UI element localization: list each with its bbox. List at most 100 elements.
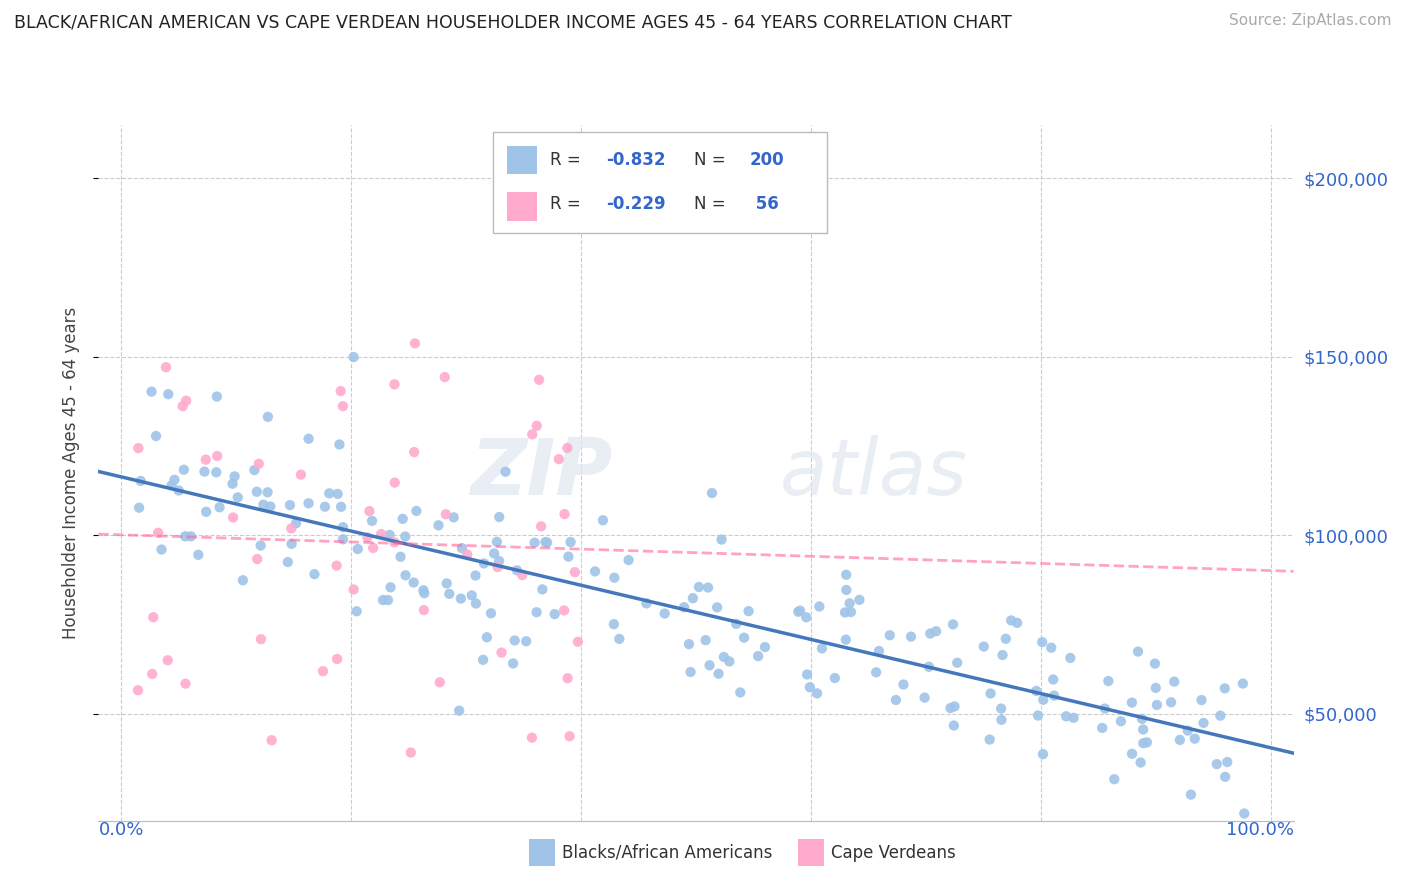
Point <box>205 465 228 479</box>
Point <box>697 581 720 595</box>
Point <box>346 541 368 556</box>
Point <box>918 659 941 673</box>
Point <box>382 535 405 549</box>
Point <box>205 390 228 404</box>
Point <box>1209 708 1232 723</box>
Point <box>536 535 558 549</box>
Point <box>290 467 312 482</box>
Point <box>754 640 776 654</box>
Text: -0.832: -0.832 <box>606 151 666 169</box>
Point <box>510 568 533 582</box>
Point <box>157 387 180 401</box>
Point <box>1213 770 1236 784</box>
Point <box>429 675 451 690</box>
Point <box>150 542 173 557</box>
Point <box>127 683 149 698</box>
Point <box>607 632 630 646</box>
Point <box>246 552 269 566</box>
Point <box>1063 711 1085 725</box>
Point <box>1213 681 1236 696</box>
Point <box>394 529 416 543</box>
Point <box>835 582 858 597</box>
Point <box>1136 735 1159 749</box>
Point <box>277 555 299 569</box>
Point <box>848 592 870 607</box>
Point <box>1146 698 1168 712</box>
Point <box>141 384 163 399</box>
Point <box>252 498 274 512</box>
Point <box>1104 772 1126 787</box>
Point <box>495 465 517 479</box>
Point <box>260 733 283 747</box>
Point <box>404 445 426 459</box>
Point <box>342 350 364 364</box>
Text: -0.229: -0.229 <box>606 195 666 213</box>
Point <box>285 516 308 531</box>
Point <box>914 690 936 705</box>
Point <box>520 731 543 745</box>
Point <box>141 667 163 681</box>
Point <box>404 336 426 351</box>
Point <box>1233 806 1256 821</box>
Point <box>1042 673 1064 687</box>
Point <box>243 463 266 477</box>
Point <box>1040 640 1063 655</box>
Point <box>222 510 245 524</box>
Point <box>325 558 347 573</box>
Text: Source: ZipAtlas.com: Source: ZipAtlas.com <box>1229 13 1392 29</box>
Point <box>259 500 281 514</box>
Point <box>246 484 269 499</box>
Point <box>174 529 197 543</box>
Point <box>555 441 578 455</box>
Point <box>145 429 167 443</box>
Point <box>583 565 606 579</box>
Point <box>557 671 579 685</box>
Point <box>567 634 589 648</box>
Text: 56: 56 <box>749 195 779 213</box>
Point <box>737 604 759 618</box>
Point <box>247 457 270 471</box>
FancyBboxPatch shape <box>508 145 537 174</box>
Point <box>654 607 676 621</box>
Point <box>920 626 942 640</box>
Point <box>900 630 922 644</box>
Point <box>939 701 962 715</box>
Point <box>250 632 273 647</box>
Point <box>636 596 658 610</box>
Point <box>475 630 498 644</box>
Point <box>472 653 495 667</box>
Point <box>794 610 817 624</box>
Point <box>412 583 434 598</box>
Point <box>221 476 243 491</box>
Point <box>413 586 436 600</box>
Point <box>1168 732 1191 747</box>
Point <box>893 677 915 691</box>
Point <box>326 652 349 666</box>
Point <box>799 680 821 694</box>
Point <box>405 504 427 518</box>
Point <box>312 664 335 678</box>
Point <box>194 452 217 467</box>
Point <box>297 496 319 510</box>
Point <box>174 676 197 690</box>
Point <box>1130 712 1153 726</box>
Point <box>394 568 416 582</box>
FancyBboxPatch shape <box>508 193 537 220</box>
Point <box>1059 651 1081 665</box>
Point <box>835 567 858 582</box>
Point <box>991 648 1014 662</box>
Point <box>710 533 733 547</box>
Point <box>1143 657 1166 671</box>
Point <box>427 518 450 533</box>
Point <box>700 486 723 500</box>
Point <box>547 452 569 467</box>
Point <box>707 666 730 681</box>
Point <box>530 519 553 533</box>
Point <box>328 437 350 451</box>
Point <box>256 485 278 500</box>
Point <box>943 699 966 714</box>
Point <box>560 535 582 549</box>
Point <box>678 637 700 651</box>
Point <box>879 628 901 642</box>
Point <box>128 500 150 515</box>
